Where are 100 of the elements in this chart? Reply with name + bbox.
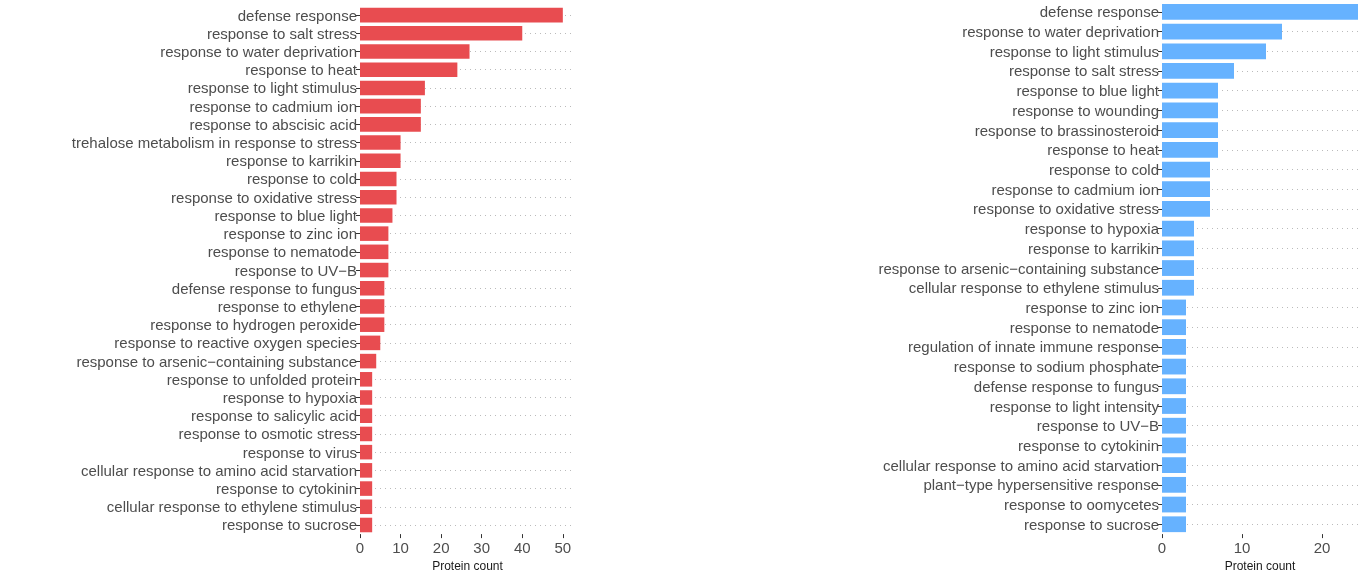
x-tick-label: 0 [355, 539, 365, 557]
y-tick-label: response to reactive oxygen species [114, 334, 357, 352]
y-tick-label: response to cytokinin [1018, 436, 1159, 454]
y-tick-label: response to nematode [207, 243, 357, 261]
bar [1162, 201, 1210, 217]
bar [360, 317, 385, 332]
x-tick-label: 10 [1233, 539, 1251, 557]
y-tick-label: response to virus [242, 443, 357, 461]
bar [360, 444, 373, 460]
y-tick-label: response to blue light [214, 206, 358, 224]
bar [1162, 476, 1186, 493]
bar [1162, 220, 1194, 237]
bar [1162, 358, 1186, 375]
bar [1162, 319, 1186, 336]
x-tick-label: 40 [513, 539, 531, 557]
bar [1162, 63, 1234, 79]
y-tick-label: response to UV−B [234, 261, 357, 279]
y-tick-label: response to heat [245, 61, 358, 79]
bar [1162, 102, 1218, 119]
y-tick-label: response to unfolded protein [166, 370, 357, 388]
bar [360, 280, 385, 296]
bar [360, 299, 385, 314]
bar [360, 499, 373, 515]
bar [360, 44, 470, 59]
y-tick-label: response to salt stress [1008, 62, 1159, 80]
y-tick-label: response to UV−B [1036, 417, 1159, 435]
bar [360, 117, 421, 132]
bar [360, 80, 425, 96]
y-tick-label: response to arsenic−containing substance [878, 259, 1159, 277]
bar [360, 481, 373, 496]
bar [360, 208, 393, 223]
y-tick-label: response to oxidative stress [973, 200, 1159, 218]
bar [1162, 378, 1186, 395]
x-tick-label: 30 [473, 539, 491, 557]
bar [360, 463, 373, 478]
bar [360, 244, 389, 260]
y-tick-label: response to sucrose [221, 516, 357, 534]
x-tick-label: 20 [1313, 539, 1331, 557]
bar [360, 372, 373, 387]
y-tick-label: response to sucrose [1023, 515, 1159, 533]
y-tick-label: response to salt stress [206, 24, 357, 42]
bar [1162, 23, 1282, 40]
bar [360, 262, 389, 278]
y-tick-label: response to brassinosteroid [974, 121, 1159, 139]
y-tick-label: response to osmotic stress [178, 425, 357, 443]
y-tick-label: response to karrikin [226, 152, 357, 170]
bar [1162, 260, 1194, 276]
y-tick-label: defense response [1039, 3, 1159, 21]
y-tick-label: response to hypoxia [1024, 220, 1160, 238]
bar [1162, 3, 1358, 20]
y-tick-label: response to abscisic acid [189, 115, 357, 133]
y-tick-label: plant−type hypersensitive response [923, 476, 1159, 494]
bar [360, 135, 401, 150]
y-tick-label: response to oxidative stress [171, 188, 357, 206]
bar [360, 517, 373, 533]
y-tick-label: response to light stimulus [187, 79, 357, 97]
y-tick-label: defense response to fungus [171, 279, 357, 297]
bar [360, 335, 381, 351]
bar [360, 7, 563, 23]
y-tick-label: cellular response to ethylene stimulus [908, 279, 1159, 297]
bar [1162, 82, 1218, 99]
y-tick-label: response to blue light [1016, 82, 1160, 100]
y-tick-label: response to water deprivation [160, 43, 357, 61]
y-tick-label: response to cytokinin [216, 480, 357, 498]
y-tick-label: response to water deprivation [962, 23, 1159, 41]
bar [1162, 161, 1210, 178]
y-tick-label: response to oomycetes [1003, 496, 1159, 514]
bar [360, 153, 401, 169]
y-tick-label: cellular response to amino acid starvation [883, 456, 1159, 474]
x-axis-title: Protein count [432, 559, 504, 573]
bar [1162, 279, 1194, 296]
y-tick-label: response to sodium phosphate [953, 358, 1159, 376]
bar [360, 171, 397, 187]
y-tick-label: trehalose metabolism in response to stress [71, 134, 357, 152]
bar [1162, 240, 1194, 257]
y-tick-label: response to arsenic−containing substance [76, 352, 357, 370]
y-tick-label: response to karrikin [1028, 239, 1159, 257]
y-tick-label: response to cold [1048, 161, 1159, 179]
y-tick-label: response to light stimulus [989, 42, 1159, 60]
y-tick-label: cellular response to amino acid starvation [81, 461, 357, 479]
y-tick-label: response to salicylic acid [191, 407, 357, 425]
bar [360, 226, 389, 241]
bar [360, 26, 523, 41]
y-tick-label: response to hypoxia [222, 389, 358, 407]
bar [360, 408, 373, 424]
y-tick-label: response to cadmium ion [991, 180, 1159, 198]
x-tick-label: 20 [432, 539, 450, 557]
bar [1162, 437, 1186, 454]
bar [360, 98, 421, 114]
y-tick-label: defense response to fungus [973, 377, 1159, 395]
y-tick-label: defense response [237, 6, 357, 24]
bar [1162, 299, 1186, 316]
bar [360, 426, 373, 442]
x-tick-label: 50 [554, 539, 572, 557]
bar [1162, 398, 1186, 414]
bar [1162, 516, 1186, 533]
bar [1162, 339, 1186, 355]
bar [1162, 457, 1186, 474]
y-tick-label: response to cadmium ion [189, 97, 357, 115]
y-tick-label: response to light intensity [989, 397, 1160, 415]
